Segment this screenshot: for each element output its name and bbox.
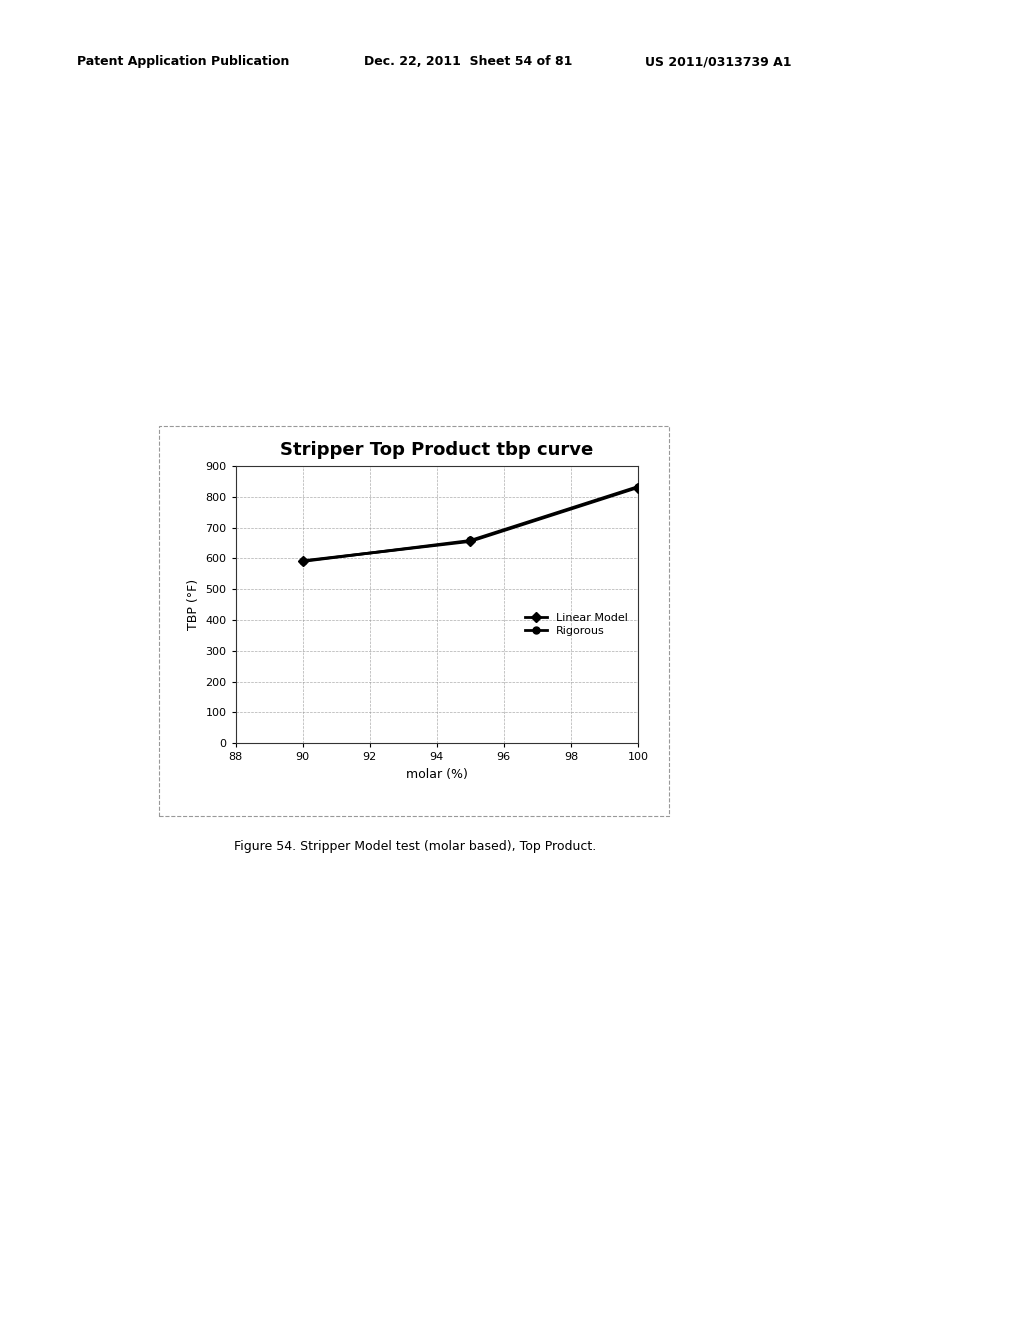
Rigorous xyxy=(464,532,476,548)
Y-axis label: TBP (°F): TBP (°F) xyxy=(186,579,200,630)
Linear Model xyxy=(632,479,644,495)
Text: Figure 54. Stripper Model test (molar based), Top Product.: Figure 54. Stripper Model test (molar ba… xyxy=(233,840,596,853)
Line: Rigorous: Rigorous xyxy=(299,483,641,565)
Text: Dec. 22, 2011  Sheet 54 of 81: Dec. 22, 2011 Sheet 54 of 81 xyxy=(364,55,571,69)
Text: Patent Application Publication: Patent Application Publication xyxy=(77,55,289,69)
Linear Model xyxy=(297,553,309,569)
Linear Model xyxy=(464,533,476,549)
Text: US 2011/0313739 A1: US 2011/0313739 A1 xyxy=(645,55,792,69)
Rigorous xyxy=(632,479,644,495)
Line: Linear Model: Linear Model xyxy=(299,484,641,564)
Rigorous xyxy=(297,553,309,569)
X-axis label: molar (%): molar (%) xyxy=(406,768,468,780)
Legend: Linear Model, Rigorous: Linear Model, Rigorous xyxy=(520,609,633,640)
Title: Stripper Top Product tbp curve: Stripper Top Product tbp curve xyxy=(281,441,593,459)
